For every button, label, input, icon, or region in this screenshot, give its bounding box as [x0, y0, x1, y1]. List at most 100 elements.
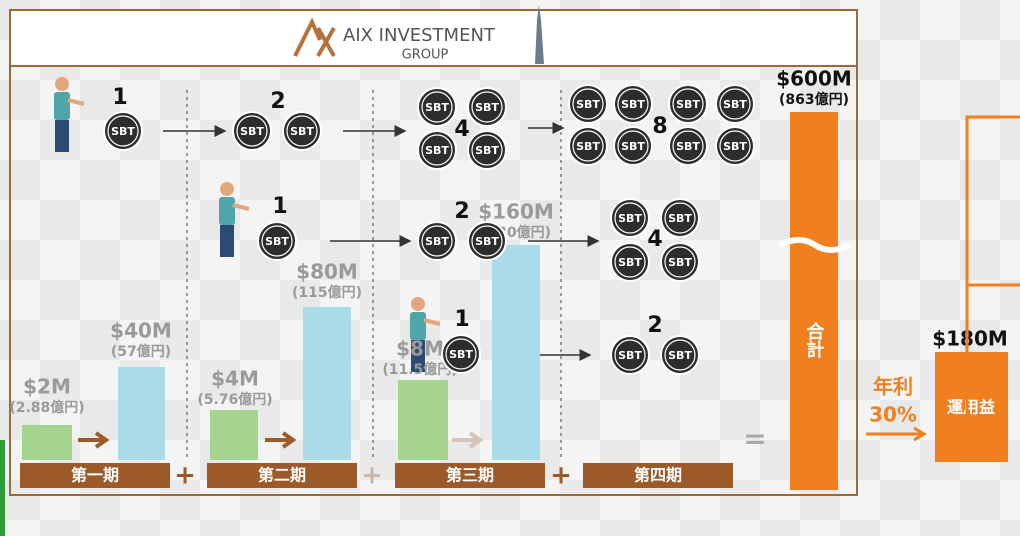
coin-count: 1 — [272, 194, 287, 219]
profit-box — [935, 352, 1008, 462]
coin — [668, 84, 708, 124]
person-body — [219, 197, 235, 225]
coin — [568, 84, 608, 124]
rate-value: 30% — [869, 403, 917, 427]
coin-label: SBT — [621, 98, 645, 111]
period-box — [395, 463, 545, 488]
dividers — [186, 90, 562, 460]
coin-ring — [236, 115, 268, 147]
coin — [232, 111, 272, 151]
coin-label: SBT — [290, 125, 314, 138]
tower — [535, 5, 544, 64]
coin-ring — [471, 134, 503, 166]
period-label: 第一期 — [71, 466, 119, 485]
total-label: 合計 — [804, 321, 825, 359]
brand-group: GROUP — [402, 48, 449, 63]
bar-amount: $2M — [23, 375, 71, 399]
coin-count: 2 — [270, 89, 285, 114]
coin-label: SBT — [240, 125, 264, 138]
coin-ring — [664, 202, 696, 234]
coin-ring — [614, 339, 646, 371]
profit-amount: $180M — [932, 327, 1008, 351]
coin-ring — [614, 246, 646, 278]
coin-ring — [572, 130, 604, 162]
coin-label: SBT — [676, 98, 700, 111]
coin-label: SBT — [576, 140, 600, 153]
edge — [0, 440, 5, 536]
coin-label: SBT — [475, 144, 499, 157]
rate-label: 年利 — [873, 375, 913, 399]
coin-ring — [471, 91, 503, 123]
coin-ring — [421, 225, 453, 257]
coin-label: SBT — [618, 349, 642, 362]
person-head — [55, 77, 69, 91]
person-arm — [67, 98, 85, 106]
coin-label: SBT — [668, 212, 692, 225]
coin-label: SBT — [425, 144, 449, 157]
coin-count: 2 — [454, 199, 469, 224]
person-legs — [220, 225, 234, 257]
coin — [610, 198, 650, 238]
coin-ring — [672, 130, 704, 162]
coin-ring — [107, 115, 139, 147]
coin — [417, 221, 457, 261]
total-yen: (863億円) — [779, 91, 849, 108]
coin-ring — [664, 246, 696, 278]
coin — [417, 130, 457, 170]
bars — [22, 245, 540, 460]
bar-yen: (2.88億円) — [9, 399, 84, 416]
total-amount: $600M — [776, 67, 852, 91]
coin-ring — [471, 225, 503, 257]
header-box — [9, 9, 858, 67]
coin — [613, 84, 653, 124]
coin — [257, 221, 297, 261]
period-label: 第三期 — [446, 466, 494, 485]
coin — [610, 335, 650, 375]
equals: = — [743, 422, 766, 455]
coin — [715, 126, 755, 166]
bar-amount: $40M — [110, 319, 172, 343]
coin-label: SBT — [576, 98, 600, 111]
profit-label: 運用益 — [947, 398, 995, 417]
coin — [441, 334, 481, 374]
person-body — [410, 312, 426, 340]
period-label: 第四期 — [634, 466, 682, 485]
bracket — [965, 115, 1020, 420]
coin-label: SBT — [618, 212, 642, 225]
coin-label: SBT — [425, 235, 449, 248]
coin-ring — [664, 339, 696, 371]
coin-label: SBT — [265, 235, 289, 248]
coin — [417, 87, 457, 127]
person-arm — [423, 318, 441, 326]
coin-ring — [286, 115, 318, 147]
coin — [610, 242, 650, 282]
bar-yen: (57億円) — [111, 343, 171, 360]
logo — [293, 17, 336, 57]
coin-label: SBT — [475, 101, 499, 114]
bar-yen: (5.76億円) — [197, 391, 272, 408]
coin-count: 2 — [647, 313, 662, 338]
coin-count: 1 — [454, 307, 469, 332]
coin-ring — [719, 88, 751, 120]
person-arm — [232, 203, 250, 211]
coin — [103, 111, 143, 151]
coin-label: SBT — [723, 98, 747, 111]
bar-yen: (11.5億円) — [382, 361, 457, 378]
coin-label: SBT — [621, 140, 645, 153]
bar-amount: $80M — [296, 260, 358, 284]
coin-ring — [445, 338, 477, 370]
coin-label: SBT — [475, 235, 499, 248]
coin — [282, 111, 322, 151]
person-legs — [411, 340, 425, 372]
break — [778, 237, 852, 253]
coin-count: 8 — [652, 114, 667, 139]
coin — [613, 126, 653, 166]
coin-label: SBT — [668, 256, 692, 269]
coin — [660, 335, 700, 375]
coin-count: 4 — [647, 227, 662, 252]
period-box — [20, 463, 170, 488]
person-head — [411, 297, 425, 311]
coin-label: SBT — [425, 101, 449, 114]
bar-amount: $4M — [211, 367, 259, 391]
